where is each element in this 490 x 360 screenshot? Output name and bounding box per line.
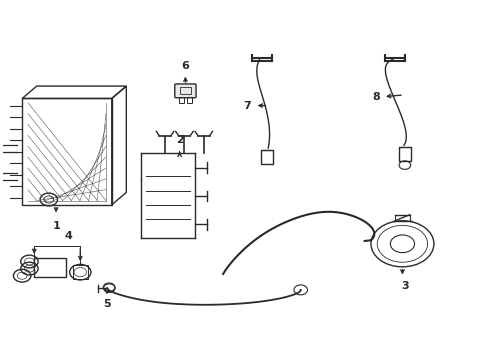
Text: 7: 7	[243, 100, 251, 111]
Bar	[34, 258, 66, 278]
Bar	[187, 97, 192, 103]
FancyBboxPatch shape	[175, 84, 196, 98]
Text: 6: 6	[181, 61, 189, 71]
Bar	[398, 147, 411, 161]
Text: 2: 2	[176, 135, 183, 145]
Bar	[180, 87, 191, 94]
Text: 4: 4	[64, 231, 72, 241]
Bar	[22, 99, 112, 205]
Bar	[261, 150, 273, 164]
Text: 8: 8	[372, 92, 380, 102]
Bar	[179, 97, 184, 103]
Text: 1: 1	[52, 221, 60, 231]
Text: 3: 3	[401, 281, 409, 291]
Bar	[73, 265, 88, 279]
Text: 5: 5	[103, 300, 111, 310]
